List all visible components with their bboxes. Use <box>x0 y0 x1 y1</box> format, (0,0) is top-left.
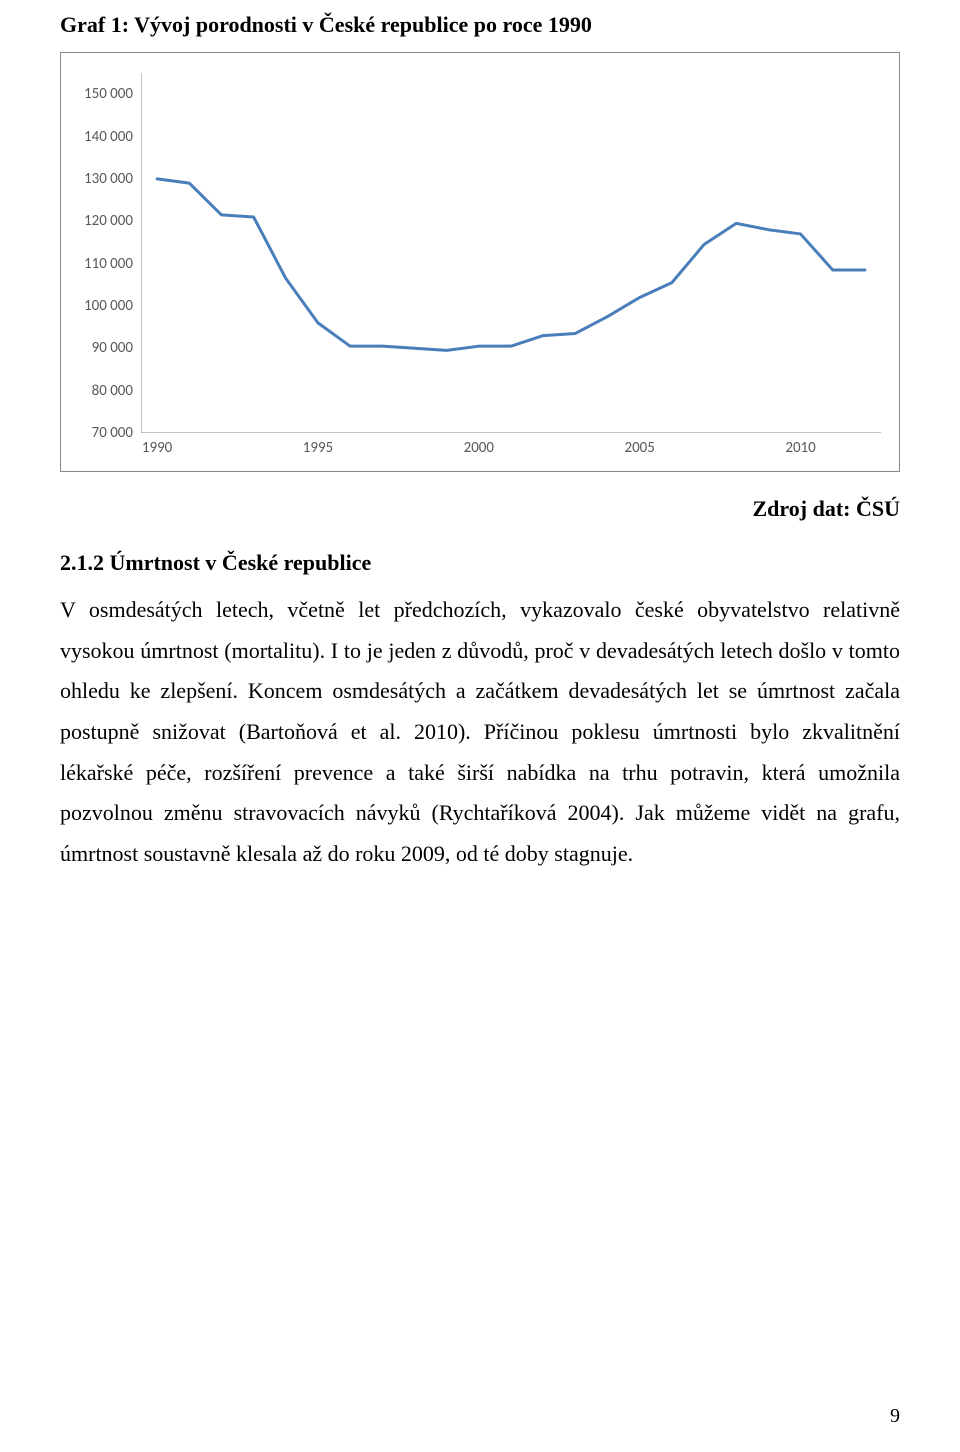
y-axis-tick-label: 150 000 <box>84 85 133 103</box>
x-axis-tick-label: 1990 <box>142 439 172 457</box>
y-axis-tick-label: 90 000 <box>92 339 133 357</box>
y-axis-tick-label: 130 000 <box>84 170 133 188</box>
x-axis-tick-label: 1995 <box>303 439 333 457</box>
figure-title: Graf 1: Vývoj porodnosti v České republi… <box>60 12 900 38</box>
y-axis-tick-label: 110 000 <box>84 255 133 273</box>
x-axis-tick-label: 2010 <box>785 439 815 457</box>
y-axis-tick-label: 70 000 <box>92 424 133 442</box>
y-axis-tick-label: 100 000 <box>84 297 133 315</box>
y-axis-tick-label: 140 000 <box>84 128 133 146</box>
y-axis-tick-label: 80 000 <box>92 382 133 400</box>
data-source: Zdroj dat: ČSÚ <box>60 496 900 522</box>
section-heading: 2.1.2 Úmrtnost v České republice <box>60 550 900 576</box>
chart-svg <box>141 73 881 433</box>
chart-plot-area: 70 00080 00090 000100 000110 000120 0001… <box>141 73 881 433</box>
document-page: Graf 1: Vývoj porodnosti v České republi… <box>0 0 960 1452</box>
x-axis-tick-label: 2000 <box>464 439 494 457</box>
x-axis-tick-label: 2005 <box>624 439 654 457</box>
y-axis-tick-label: 120 000 <box>84 212 133 230</box>
body-paragraph: V osmdesátých letech, včetně let předcho… <box>60 590 900 875</box>
page-number: 9 <box>890 1405 900 1428</box>
chart-container: 70 000 80 000 90 000 100 000 110 000 120 000 1… <box>60 52 900 472</box>
